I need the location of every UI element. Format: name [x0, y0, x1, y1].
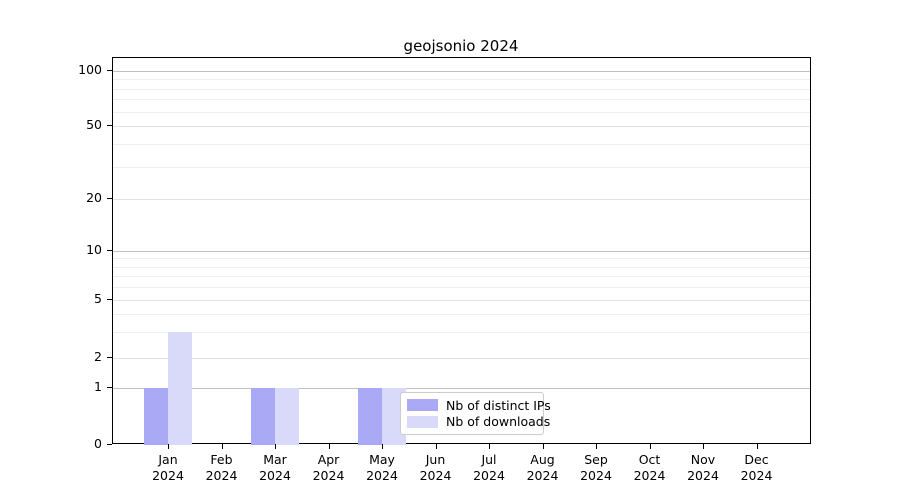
bar-downloads-jan: [168, 332, 192, 445]
x-axis-tick-label: Nov 2024: [687, 452, 719, 483]
minor-gridline: [113, 287, 810, 289]
x-axis-tick-label: May 2024: [366, 452, 398, 483]
minor-gridline: [113, 143, 810, 145]
x-axis-tick-label: Dec 2024: [740, 452, 773, 483]
legend-swatch-distinct-ips: [407, 399, 438, 412]
minor-gridline: [113, 266, 810, 268]
x-axis-tick-label: Jul 2024: [473, 452, 505, 483]
major-gridline: [113, 388, 810, 389]
x-axis-tick-label: Sep 2024: [580, 452, 612, 483]
x-tick-mark: [703, 444, 704, 449]
x-axis-tick-label: Apr 2024: [312, 452, 345, 483]
major-gridline: [113, 199, 810, 200]
minor-gridline: [113, 111, 810, 113]
y-tick-mark: [107, 387, 112, 388]
x-tick-mark: [382, 444, 383, 449]
y-tick-mark: [107, 70, 112, 71]
x-tick-mark: [489, 444, 490, 449]
x-axis-tick-label: Mar 2024: [259, 452, 291, 483]
minor-gridline: [113, 332, 810, 334]
x-tick-mark: [542, 444, 544, 449]
legend-entry-downloads: Nb of downloads: [407, 414, 550, 430]
x-axis-tick-label: Oct 2024: [633, 452, 666, 483]
x-tick-mark: [328, 444, 330, 449]
y-axis-tick-label: 50: [86, 117, 102, 132]
x-tick-mark: [221, 444, 223, 449]
y-axis-tick-label: 20: [86, 190, 102, 205]
x-tick-mark: [756, 444, 758, 449]
major-gridline: [113, 251, 810, 252]
y-tick-mark: [107, 125, 112, 126]
bar-distinct-ips-jan: [144, 388, 168, 445]
minor-gridline: [113, 99, 810, 101]
minor-gridline: [113, 314, 810, 316]
chart-title: geojsonio 2024: [403, 37, 519, 55]
minor-gridline: [113, 258, 810, 260]
y-tick-mark: [107, 299, 112, 300]
minor-gridline: [113, 166, 810, 168]
major-gridline: [113, 358, 810, 359]
bar-distinct-ips-may: [358, 388, 382, 445]
y-axis-tick-label: 1: [94, 379, 102, 394]
legend-label-downloads: Nb of downloads: [446, 414, 551, 430]
minor-gridline: [113, 276, 810, 278]
x-tick-mark: [596, 444, 597, 449]
bar-downloads-mar: [275, 388, 299, 445]
y-axis-tick-label: 2: [94, 349, 102, 364]
y-axis-tick-label: 10: [86, 242, 102, 257]
x-axis-tick-label: Jun 2024: [419, 452, 452, 483]
x-axis-tick-label: Feb 2024: [205, 452, 238, 483]
legend-swatch-downloads: [407, 415, 438, 428]
major-gridline: [113, 300, 810, 301]
y-axis-tick-label: 100: [78, 62, 102, 77]
bar-distinct-ips-mar: [251, 388, 275, 445]
y-tick-mark: [107, 198, 112, 199]
y-tick-mark: [107, 444, 112, 445]
major-gridline: [113, 71, 810, 72]
x-axis-tick-label: Aug 2024: [526, 452, 559, 483]
minor-gridline: [113, 79, 810, 81]
y-axis-tick-label: 5: [94, 291, 102, 306]
legend-label-distinct-ips: Nb of distinct IPs: [446, 397, 551, 413]
legend-entry-distinct-ips: Nb of distinct IPs: [407, 397, 551, 413]
major-gridline: [113, 126, 810, 127]
x-tick-mark: [168, 444, 169, 449]
minor-gridline: [113, 88, 810, 90]
plot-area: [112, 57, 811, 445]
x-axis-tick-label: Jan 2024: [152, 452, 184, 483]
y-axis-tick-label: 0: [94, 436, 102, 451]
y-tick-mark: [107, 250, 112, 251]
x-tick-mark: [435, 444, 437, 449]
x-tick-mark: [275, 444, 276, 449]
x-tick-mark: [649, 444, 651, 449]
legend: Nb of distinct IPs Nb of downloads: [400, 392, 551, 435]
y-tick-mark: [107, 357, 112, 358]
